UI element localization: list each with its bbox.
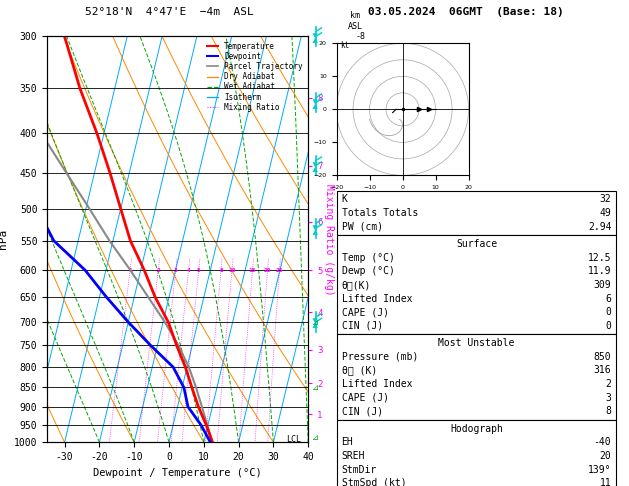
Text: © weatheronline.co.uk: © weatheronline.co.uk [426,468,530,477]
Text: -5: -5 [355,224,365,233]
Text: -1: -1 [355,404,365,413]
Text: 11.9: 11.9 [588,266,611,277]
Text: 4: 4 [187,268,191,273]
Text: Lifted Index: Lifted Index [342,294,412,304]
Text: StmDir: StmDir [342,465,377,475]
Text: CAPE (J): CAPE (J) [342,307,389,317]
Text: 2.94: 2.94 [588,222,611,232]
Text: 309: 309 [594,280,611,290]
Text: CIN (J): CIN (J) [342,321,382,331]
Text: ▶◀: ▶◀ [313,97,319,108]
Text: ▶◀: ▶◀ [313,160,319,171]
Text: Pressure (mb): Pressure (mb) [342,352,418,362]
Text: LCL: LCL [286,435,301,444]
Text: 3: 3 [174,268,177,273]
Text: 1: 1 [128,268,132,273]
Text: K: K [342,194,347,205]
Text: km
ASL: km ASL [348,11,363,31]
Text: 49: 49 [599,208,611,218]
Text: -3: -3 [355,317,365,327]
Text: ▶◀: ▶◀ [313,31,319,42]
Text: PW (cm): PW (cm) [342,222,382,232]
Text: 11: 11 [599,478,611,486]
Text: 2: 2 [157,268,160,273]
Text: θᴇ(K): θᴇ(K) [342,280,371,290]
Text: Totals Totals: Totals Totals [342,208,418,218]
Text: 139°: 139° [588,465,611,475]
Text: CIN (J): CIN (J) [342,406,382,417]
Text: 15: 15 [249,268,256,273]
Text: 3: 3 [606,393,611,403]
Text: SREH: SREH [342,451,365,461]
Text: ⊿: ⊿ [312,433,320,442]
Text: 5: 5 [197,268,201,273]
Text: Hodograph: Hodograph [450,424,503,434]
Text: CAPE (J): CAPE (J) [342,393,389,403]
Text: 32: 32 [599,194,611,205]
Text: 0: 0 [606,307,611,317]
Text: 20: 20 [264,268,271,273]
Text: 8: 8 [606,406,611,417]
Text: 52°18'N  4°47'E  −4m  ASL: 52°18'N 4°47'E −4m ASL [86,7,254,17]
Text: Surface: Surface [456,239,497,249]
Text: kt: kt [340,41,349,50]
Text: ▶◀: ▶◀ [313,317,319,328]
Text: 10: 10 [228,268,236,273]
Text: 316: 316 [594,365,611,376]
Text: Temp (°C): Temp (°C) [342,253,394,263]
Text: ▶◀: ▶◀ [313,223,319,234]
Text: EH: EH [342,437,353,448]
Text: -6: -6 [355,161,365,170]
Text: 03.05.2024  06GMT  (Base: 18): 03.05.2024 06GMT (Base: 18) [367,7,564,17]
Text: Lifted Index: Lifted Index [342,379,412,389]
Text: 0: 0 [606,321,611,331]
Text: ⊿: ⊿ [312,383,320,392]
Legend: Temperature, Dewpoint, Parcel Trajectory, Dry Adiabat, Wet Adiabat, Isotherm, Mi: Temperature, Dewpoint, Parcel Trajectory… [205,40,304,113]
Text: StmSpd (kt): StmSpd (kt) [342,478,406,486]
Text: -7: -7 [355,98,365,107]
Text: -2: -2 [355,363,365,372]
Text: -8: -8 [355,32,365,41]
Y-axis label: hPa: hPa [0,229,8,249]
Text: -40: -40 [594,437,611,448]
Text: θᴇ (K): θᴇ (K) [342,365,377,376]
Text: 25: 25 [276,268,283,273]
Text: Most Unstable: Most Unstable [438,338,515,348]
Text: 850: 850 [594,352,611,362]
X-axis label: Dewpoint / Temperature (°C): Dewpoint / Temperature (°C) [93,468,262,478]
Text: Dewp (°C): Dewp (°C) [342,266,394,277]
Text: -4: -4 [355,265,365,275]
Text: 12.5: 12.5 [588,253,611,263]
Text: ⊿: ⊿ [312,317,320,327]
Text: 2: 2 [606,379,611,389]
Text: 6: 6 [606,294,611,304]
Text: 8: 8 [219,268,223,273]
Y-axis label: Mixing Ratio (g/kg): Mixing Ratio (g/kg) [324,184,334,295]
Text: 20: 20 [599,451,611,461]
